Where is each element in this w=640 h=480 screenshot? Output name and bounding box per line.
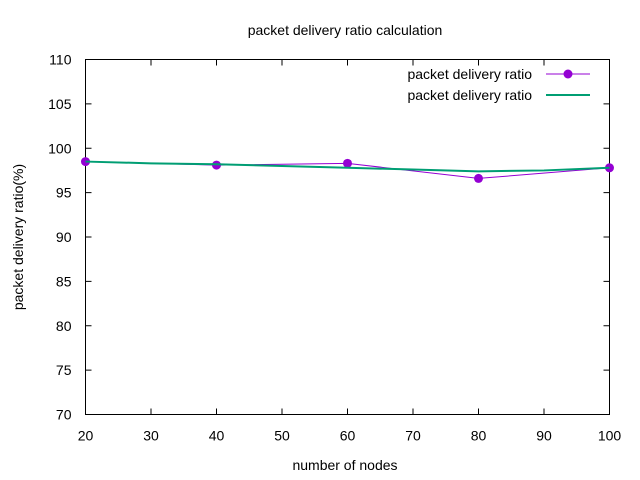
- x-tick-label: 30: [143, 428, 159, 444]
- series-line-2: [85, 160, 610, 173]
- x-tick-label: 40: [209, 428, 225, 444]
- legend-label-1: packet delivery ratio: [407, 66, 532, 82]
- x-tick-label: 60: [340, 428, 356, 444]
- x-tick-label: 70: [405, 428, 421, 444]
- y-tick-label: 80: [56, 318, 72, 334]
- y-tick-label: 90: [56, 229, 72, 245]
- legend-label-2: packet delivery ratio: [407, 87, 532, 103]
- series-layer: [81, 157, 614, 183]
- legend: packet delivery ratio packet delivery rat…: [407, 66, 590, 103]
- x-tick-label: 80: [471, 428, 487, 444]
- y-tick-label: 110: [49, 52, 72, 68]
- y-tick-label: 85: [56, 273, 72, 289]
- x-tick-label: 50: [274, 428, 290, 444]
- y-axis-label: packet delivery ratio(%): [10, 164, 26, 310]
- y-tick-label: 75: [56, 362, 72, 378]
- x-tick-label: 100: [598, 428, 622, 444]
- chart-title: packet delivery ratio calculation: [248, 22, 443, 38]
- y-tick-label: 70: [56, 407, 72, 423]
- data-point: [343, 158, 352, 168]
- axis-ticks: 20 30 40 50 60 70 80 90 100 70 75 80 85 90 95 100 105 110: [48, 52, 621, 444]
- y-tick-label: 95: [56, 185, 72, 201]
- x-axis-label: number of nodes: [292, 457, 397, 473]
- plot-frame: [85, 59, 610, 415]
- y-tick-label: 105: [48, 96, 72, 112]
- y-tick-label: 100: [48, 140, 72, 156]
- data-point: [474, 173, 483, 183]
- x-tick-label: 20: [78, 428, 94, 444]
- legend-marker-1: [563, 69, 573, 79]
- x-tick-label: 90: [536, 428, 552, 444]
